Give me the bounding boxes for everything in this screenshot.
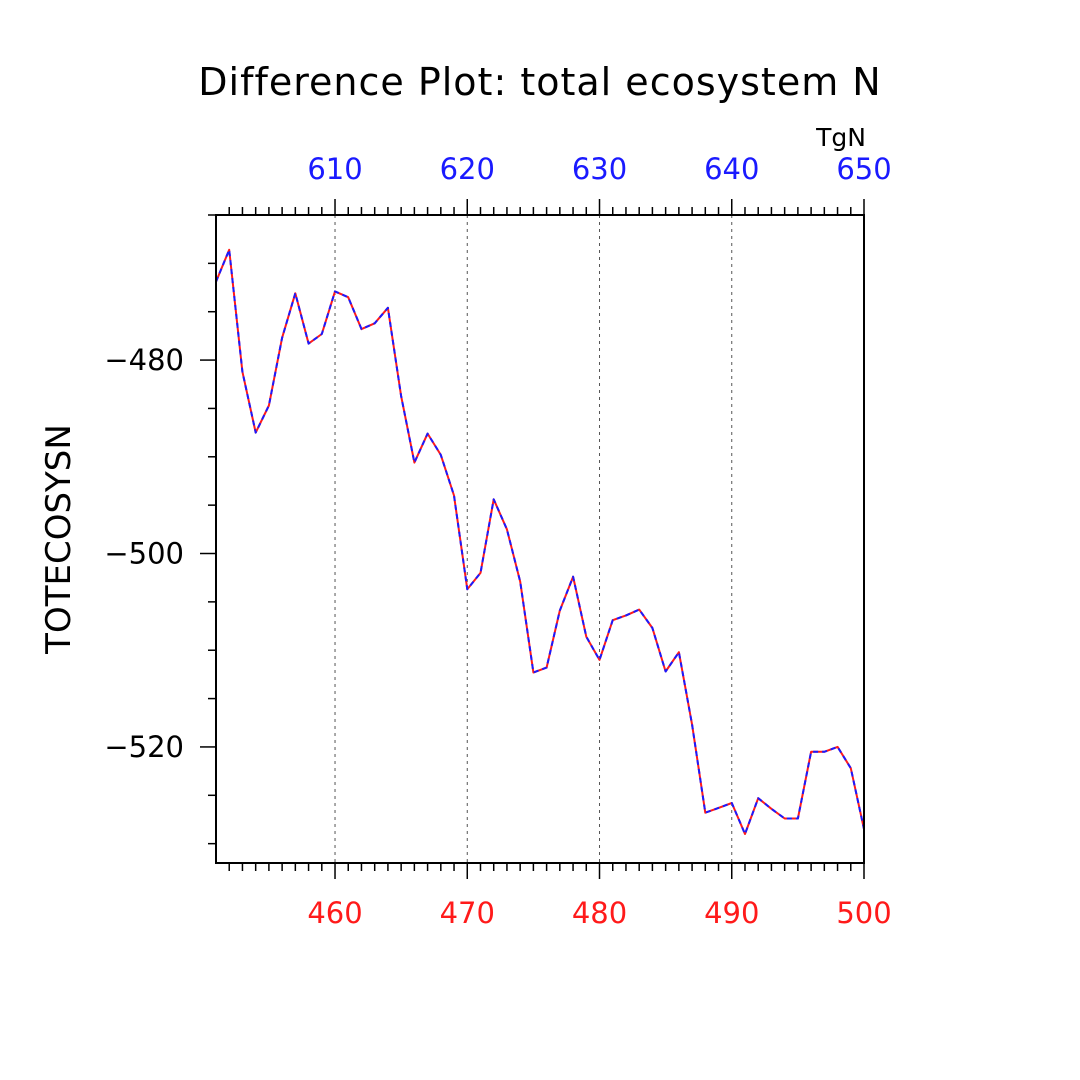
grid-lines — [334, 215, 733, 863]
top-tick-label: 620 — [440, 152, 495, 186]
y-axis-label: TOTECOSYSN — [39, 424, 79, 655]
data-lines — [215, 248, 865, 835]
top-tick-label: 650 — [836, 152, 891, 186]
x-tick-label: 460 — [307, 896, 362, 930]
x-tick-label: 470 — [440, 896, 495, 930]
chart-title: Difference Plot: total ecosystem N — [198, 60, 881, 104]
top-tick-label: 640 — [704, 152, 759, 186]
top-tick-label: 610 — [307, 152, 362, 186]
series-line-top-axis — [215, 248, 865, 835]
y-tick-label: −500 — [104, 537, 184, 571]
y-tick-label: −480 — [104, 343, 184, 377]
x-tick-label: 490 — [704, 896, 759, 930]
tick-labels: 460 470 480 490 500 610 620 630 640 650 −480 −500 −5… — [104, 152, 891, 930]
plot-frame — [215, 214, 865, 864]
axis-ticks — [200, 199, 865, 879]
series-line-bottom-axis — [215, 248, 865, 835]
y-tick-label: −520 — [104, 730, 184, 764]
x-tick-label: 480 — [572, 896, 627, 930]
top-tick-label: 630 — [572, 152, 627, 186]
units-label: TgN — [815, 123, 866, 152]
x-tick-label: 500 — [836, 896, 891, 930]
